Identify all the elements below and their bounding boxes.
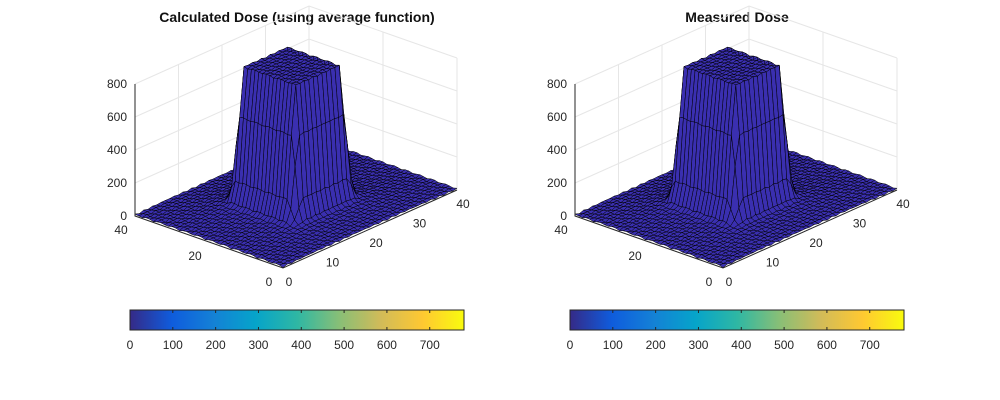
- colorbar-tick-label: 200: [646, 338, 666, 352]
- x-tick-label: 40: [896, 197, 910, 211]
- x-tick-label: 20: [809, 236, 823, 250]
- z-tick-label: 0: [120, 209, 127, 223]
- colorbar-tick-label: 400: [731, 338, 751, 352]
- z-tick-label: 400: [107, 143, 127, 157]
- colorbar-tick-label: 100: [163, 338, 183, 352]
- y-tick-label: 40: [114, 223, 128, 237]
- z-tick-label: 200: [107, 176, 127, 190]
- z-tick-label: 800: [107, 77, 127, 91]
- z-tick-label: 200: [547, 176, 567, 190]
- y-tick-label: 20: [628, 249, 642, 263]
- colorbar-tick-label: 600: [817, 338, 837, 352]
- colorbar-tick-label: 600: [377, 338, 397, 352]
- x-tick-label: 20: [369, 236, 383, 250]
- y-tick-label: 20: [188, 249, 202, 263]
- colorbar-tick-label: 200: [206, 338, 226, 352]
- x-tick-label: 10: [766, 256, 780, 270]
- colorbar-tick-label: 0: [127, 338, 134, 352]
- z-tick-label: 800: [547, 77, 567, 91]
- colorbar-tick-label: 100: [603, 338, 623, 352]
- chart-panel-calculated: Calculated Dose (using average function)…: [0, 0, 500, 400]
- colorbar-tick-label: 700: [420, 338, 440, 352]
- colorbar-tick-label: 0: [567, 338, 574, 352]
- colorbar-tick-label: 500: [334, 338, 354, 352]
- x-tick-label: 10: [326, 256, 340, 270]
- colorbar-tick-label: 500: [774, 338, 794, 352]
- y-tick-label: 40: [554, 223, 568, 237]
- z-tick-label: 600: [107, 110, 127, 124]
- colorbar-tick-label: 300: [688, 338, 708, 352]
- z-tick-label: 400: [547, 143, 567, 157]
- surface-patch: [448, 187, 458, 192]
- x-tick-label: 0: [286, 275, 293, 289]
- colorbar-tick-label: 300: [248, 338, 268, 352]
- z-tick-label: 0: [560, 209, 567, 223]
- chart-title: Calculated Dose (using average function): [159, 9, 435, 25]
- x-tick-label: 40: [456, 197, 470, 211]
- colorbar: [129, 309, 465, 331]
- chart-title: Measured Dose: [685, 9, 789, 25]
- colorbar-tick-label: 400: [291, 338, 311, 352]
- x-tick-label: 0: [726, 275, 733, 289]
- x-tick-label: 30: [413, 217, 427, 231]
- chart-panel-measured: Measured Dose 0 200 400 600 800 0 10 20 30 40 0 20 4…: [440, 0, 940, 400]
- surface-patch: [888, 187, 898, 192]
- colorbar-tick-label: 700: [860, 338, 880, 352]
- dose-surface: [134, 46, 458, 268]
- y-tick-label: 0: [706, 275, 713, 289]
- x-tick-label: 30: [853, 217, 867, 231]
- y-tick-label: 0: [266, 275, 273, 289]
- dose-surface: [574, 46, 898, 268]
- z-tick-label: 600: [547, 110, 567, 124]
- colorbar: [569, 309, 905, 331]
